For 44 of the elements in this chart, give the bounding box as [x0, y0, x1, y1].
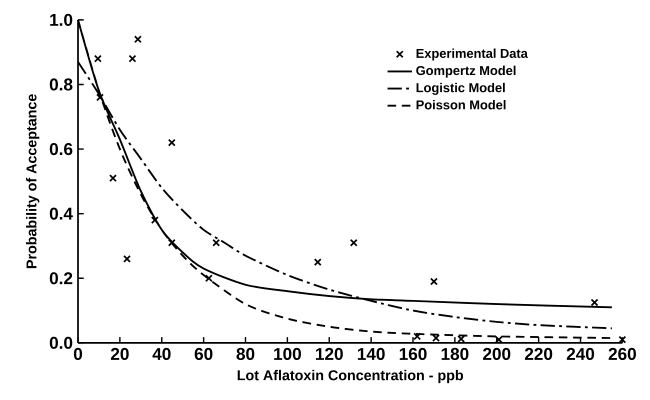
x-tick-label: 140	[358, 348, 385, 360]
point	[430, 278, 438, 286]
point	[150, 216, 159, 224]
x-tick-label: 40	[152, 348, 171, 360]
point	[96, 93, 104, 102]
point	[94, 54, 102, 62]
y-tick-label: 0.2	[50, 272, 72, 284]
legend-label: Gompertz Model	[416, 66, 516, 78]
legend-label: Experimental Data	[416, 48, 528, 60]
point	[457, 335, 466, 343]
x-tick-label: 240	[566, 348, 594, 360]
x-tick-label: 220	[524, 348, 552, 360]
x-tick-label: 260	[608, 348, 636, 360]
y-tick-label: 1.0	[50, 14, 72, 26]
x-tick-label: 80	[236, 348, 254, 360]
point	[413, 332, 422, 340]
point	[590, 298, 598, 306]
x-tick-label: 120	[316, 348, 343, 360]
y-axis-title: Probability of Acceptance	[26, 94, 40, 268]
y-tick-label: 0.6	[50, 142, 72, 156]
point	[134, 35, 142, 44]
point	[314, 258, 322, 266]
point	[123, 254, 131, 263]
y-tick-label: 0.4	[50, 208, 73, 220]
point	[204, 274, 213, 282]
point	[128, 54, 136, 62]
y-tick-label: 0.0	[50, 336, 72, 349]
legend-label: Poisson Model	[416, 100, 506, 110]
point	[212, 238, 220, 247]
x-tick-label: 100	[274, 348, 301, 360]
point	[168, 238, 176, 247]
x-axis-title: Lot Aflatoxin Concentration - ppb	[238, 370, 464, 384]
x-tick-label: 20	[110, 348, 129, 360]
point	[432, 334, 440, 342]
x-tick-label: 60	[194, 348, 212, 360]
x-tick-label: 180	[442, 348, 468, 360]
point	[350, 238, 358, 247]
x-tick-label: 160	[400, 348, 427, 360]
point	[109, 174, 117, 182]
y-tick-label: 0.8	[50, 78, 72, 90]
x-tick-label: 0	[74, 348, 82, 360]
point	[168, 138, 176, 146]
x-tick-label: 200	[483, 348, 510, 360]
legend-label: Logistic Model	[416, 82, 505, 95]
